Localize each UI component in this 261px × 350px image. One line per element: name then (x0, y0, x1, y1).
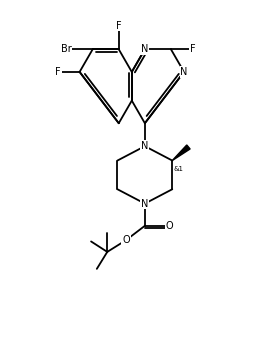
Text: N: N (141, 198, 149, 209)
Text: F: F (190, 44, 195, 54)
Text: O: O (122, 235, 130, 245)
Text: N: N (141, 44, 149, 54)
Text: F: F (55, 67, 61, 77)
Text: O: O (166, 221, 173, 231)
Text: Br: Br (61, 44, 71, 54)
Text: F: F (116, 21, 122, 30)
Polygon shape (172, 145, 190, 161)
Text: &1: &1 (174, 166, 183, 172)
Text: N: N (141, 141, 149, 151)
Text: N: N (180, 67, 188, 77)
